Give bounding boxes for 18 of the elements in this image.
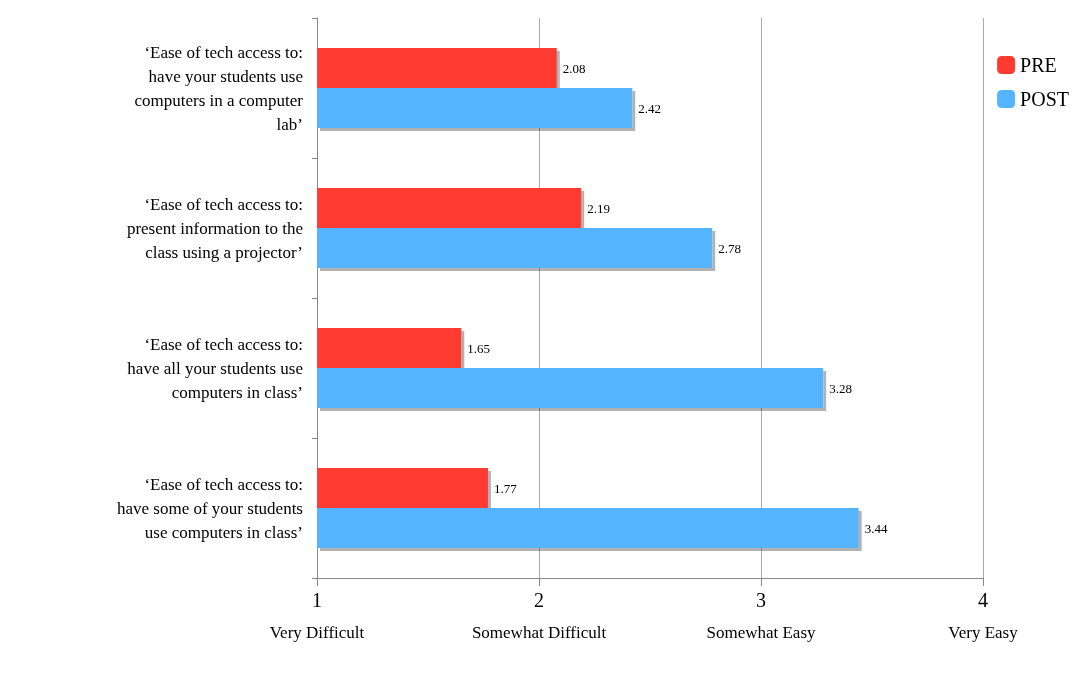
- x-tick-label: 3 Somewhat Easy: [706, 589, 817, 642]
- x-tick-label: 4 Very Easy: [948, 589, 1019, 642]
- data-label: 2.42: [638, 100, 661, 116]
- y-tick-label: ‘Ease of tech access to: have all your students use computers in class’: [127, 334, 303, 402]
- data-label: 2.78: [718, 240, 741, 256]
- data-label: 3.44: [864, 520, 888, 536]
- y-tick-label: ‘Ease of tech access to: have some of your students use computers in class’: [116, 474, 303, 542]
- x-tick-label: 1 Very Difficult: [269, 589, 365, 642]
- x-tick-label: 2 Somewhat Difficult: [471, 589, 607, 642]
- data-label: 1.65: [467, 340, 491, 356]
- data-label: 2.08: [562, 60, 586, 76]
- y-tick-label: ‘Ease of tech access to: present information to the class using a projector’: [126, 194, 303, 262]
- legend-label: POST: [1020, 88, 1069, 110]
- data-label: 1.77: [493, 480, 518, 496]
- data-label: 3.28: [829, 380, 852, 396]
- y-tick-label: ‘Ease of tech access to: have your students use computers in a computer lab’: [134, 42, 304, 134]
- legend-label: PRE: [1020, 54, 1057, 76]
- data-label: 2.19: [587, 200, 610, 216]
